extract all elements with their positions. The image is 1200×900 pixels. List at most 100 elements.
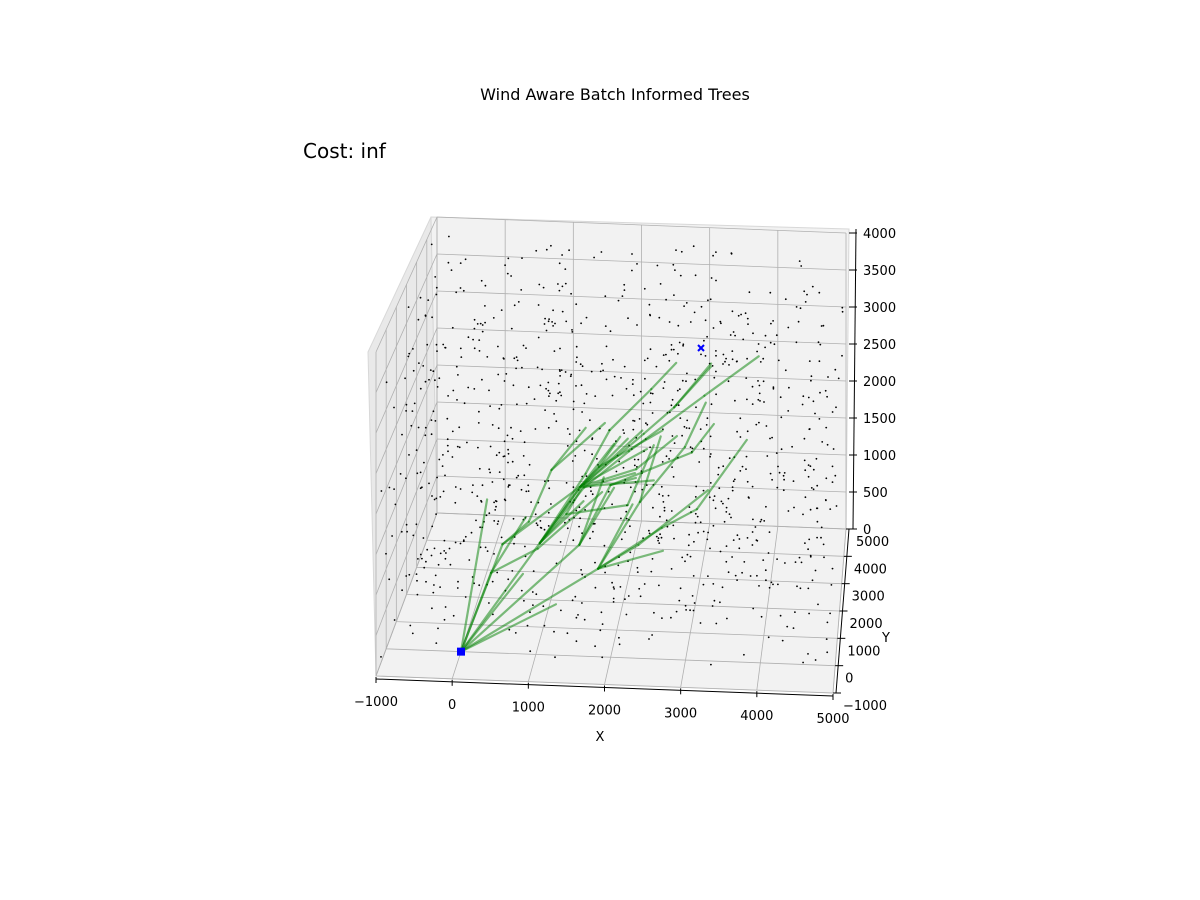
sample-point — [731, 556, 733, 558]
sample-point — [411, 410, 414, 412]
sample-point — [581, 365, 584, 368]
sample-point — [704, 355, 707, 357]
sample-point — [792, 480, 795, 482]
tick-marks — [375, 232, 857, 700]
sample-point — [782, 474, 785, 477]
sample-point — [802, 395, 805, 398]
sample-point — [736, 430, 738, 433]
sample-point — [751, 385, 754, 388]
sample-point — [787, 410, 790, 412]
sample-point — [757, 343, 760, 345]
sample-point — [428, 482, 430, 485]
sample-point — [594, 586, 597, 589]
sample-point — [585, 475, 588, 477]
sample-point — [591, 493, 594, 496]
sample-point — [618, 636, 620, 639]
sample-point — [478, 467, 481, 470]
sample-point — [489, 471, 491, 474]
sample-point — [762, 559, 765, 561]
sample-point — [575, 616, 578, 619]
sample-point — [758, 392, 761, 395]
sample-point — [577, 614, 579, 616]
sample-point — [779, 396, 782, 399]
sample-point — [520, 589, 523, 592]
sample-point — [692, 575, 695, 577]
sample-point — [669, 449, 672, 452]
sample-point — [812, 400, 815, 403]
sample-point — [693, 311, 696, 314]
sample-point — [454, 501, 457, 504]
sample-point — [471, 491, 474, 494]
sample-point — [583, 402, 586, 405]
sample-point — [757, 398, 760, 401]
sample-point — [495, 454, 498, 457]
sample-point — [685, 609, 687, 611]
sample-point — [497, 427, 500, 430]
sample-point — [532, 570, 535, 572]
sample-point — [557, 283, 559, 285]
sample-point — [575, 303, 578, 306]
sample-point — [548, 318, 550, 320]
sample-point — [539, 520, 542, 522]
sample-point — [605, 345, 608, 348]
sample-point — [500, 404, 503, 406]
sample-point — [651, 412, 654, 414]
sample-point — [732, 331, 735, 333]
sample-point — [678, 388, 681, 390]
sample-point — [488, 602, 490, 604]
sample-point — [535, 249, 538, 252]
sample-point — [734, 574, 737, 577]
cost-annotation: Cost: inf — [303, 139, 387, 163]
sample-point — [505, 373, 508, 375]
sample-point — [793, 506, 795, 509]
sample-point — [783, 472, 786, 474]
sample-point — [702, 489, 705, 492]
sample-point — [479, 546, 482, 549]
sample-point — [775, 452, 778, 454]
sample-point — [688, 533, 690, 536]
sample-point — [736, 534, 739, 537]
sample-point — [545, 248, 548, 251]
sample-point — [497, 520, 500, 523]
sample-point — [715, 393, 717, 396]
sample-point — [746, 430, 749, 433]
sample-point — [478, 350, 481, 352]
sample-point — [758, 384, 761, 387]
sample-point — [713, 495, 716, 497]
sample-point — [522, 455, 525, 457]
sample-point — [491, 424, 494, 426]
sample-point — [625, 387, 628, 390]
sample-point — [831, 567, 834, 570]
sample-point — [484, 546, 487, 549]
sample-point — [748, 497, 750, 499]
sample-point — [542, 286, 545, 289]
sample-point — [572, 486, 575, 488]
tree-edge-6 — [459, 498, 489, 653]
sample-point — [697, 531, 699, 534]
sample-point — [435, 293, 438, 296]
sample-point — [812, 488, 815, 491]
sample-point — [623, 283, 626, 286]
sample-point — [481, 330, 484, 333]
tree-edge-54 — [550, 426, 587, 471]
sample-point — [433, 547, 436, 550]
tree-edge-43 — [536, 491, 604, 550]
sample-point — [668, 321, 671, 323]
sample-point — [613, 375, 616, 378]
tree-edges — [459, 355, 760, 653]
sample-point — [419, 471, 422, 474]
tree-edge-61 — [635, 435, 679, 471]
sample-point — [709, 453, 712, 455]
sample-point — [722, 353, 725, 356]
y-tick-label-5: 4000 — [854, 562, 887, 577]
sample-point — [709, 547, 711, 550]
sample-point — [745, 455, 748, 458]
sample-point — [730, 252, 733, 255]
sample-point — [430, 433, 433, 436]
tree-edge-4 — [459, 541, 541, 653]
sample-point — [425, 580, 427, 583]
sample-point — [478, 410, 480, 413]
sample-point — [534, 513, 537, 516]
sample-point — [751, 544, 754, 546]
sample-point — [632, 428, 635, 431]
